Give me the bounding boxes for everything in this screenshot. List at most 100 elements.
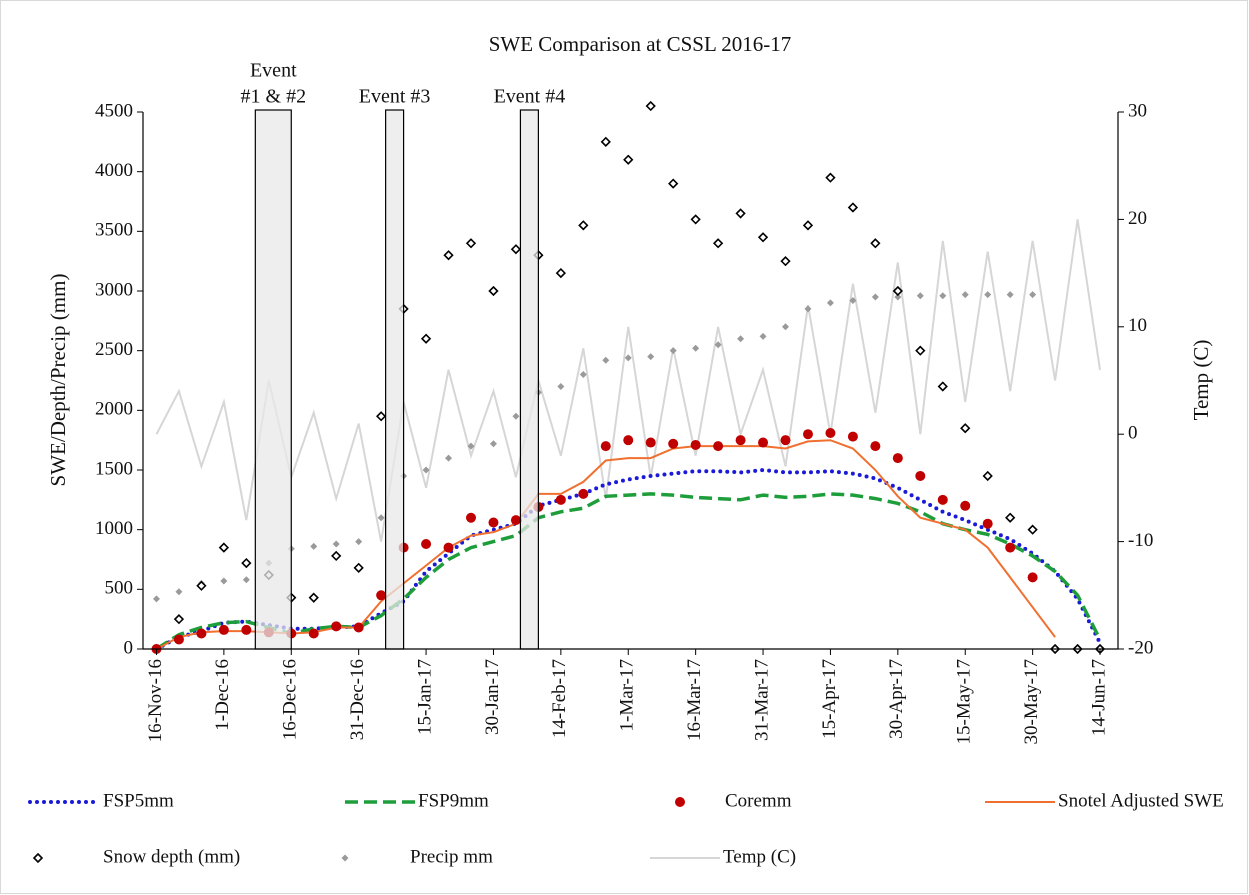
snow-depth-point [645, 100, 656, 112]
precip-point [445, 454, 453, 462]
x-tick-label: 15-Jan-17 [414, 659, 435, 735]
core-point [668, 438, 679, 449]
y-tick-label: 3000 [95, 279, 133, 300]
legend-label: Coremm [725, 790, 792, 811]
series-line [156, 439, 1056, 650]
x-tick-label: 31-Dec-16 [347, 659, 368, 740]
y-tick-label: 4000 [95, 160, 133, 181]
y-tick-label: 0 [124, 637, 134, 658]
snow-depth-point [892, 285, 903, 297]
y-tick-label: 2500 [95, 339, 133, 360]
snow-depth-point [196, 580, 207, 591]
core-point [675, 797, 685, 807]
core-point [915, 470, 926, 481]
snow-depth-point [510, 244, 522, 255]
core-point [735, 435, 746, 446]
precip-point [341, 854, 349, 862]
precip-point [624, 354, 632, 362]
precip-point [826, 299, 834, 307]
core-point [960, 500, 971, 511]
precip-point [512, 412, 520, 420]
precip-point [467, 442, 475, 450]
snow-depth-point [1005, 512, 1016, 523]
legend-label: FSP5mm [103, 790, 174, 811]
event-box [385, 109, 405, 650]
precip-point [804, 305, 812, 313]
precip-point [310, 542, 318, 550]
x-tick-label: 15-May-17 [954, 659, 975, 744]
precip-point [602, 356, 610, 364]
y-tick-label: 1000 [95, 518, 133, 539]
y-tick-label: 2000 [95, 399, 133, 420]
core-point [331, 621, 342, 632]
y2-tick-label: 30 [1128, 100, 1147, 121]
precip-point [669, 347, 677, 355]
snow-depth-point [668, 178, 679, 189]
legend-label: Temp (C) [723, 846, 796, 867]
y-tick-label: 500 [105, 578, 134, 599]
snow-depth-point [173, 614, 185, 625]
core-point [173, 634, 184, 645]
snow-depth-point [780, 256, 791, 267]
precip-point [692, 344, 700, 352]
y-tick-label: 1500 [95, 458, 133, 479]
x-tick-label: 31-Mar-17 [751, 659, 772, 741]
precip-point [939, 292, 947, 300]
snow-depth-point [982, 470, 993, 482]
precip-point [647, 353, 655, 361]
core-point [623, 435, 634, 446]
precip-point [984, 291, 992, 299]
precip-point [782, 323, 790, 331]
precip-point [579, 371, 587, 379]
snow-depth-point [735, 208, 746, 219]
legend-item: Coremm [675, 790, 792, 811]
precip-point [1029, 291, 1037, 299]
x-tick-label: 30-Apr-17 [886, 659, 907, 739]
core-point [825, 428, 836, 439]
y2-tick-label: 10 [1128, 315, 1147, 336]
precip-point [152, 595, 160, 603]
event-label: #1 & #2 [241, 86, 307, 108]
snow-depth-point [331, 550, 342, 562]
y2-tick-label: 20 [1128, 208, 1147, 229]
core-point [488, 517, 499, 528]
snow-depth-point [825, 172, 836, 183]
core-point [600, 441, 611, 452]
plot-area [151, 100, 1106, 655]
legend-item: FSP9mm [345, 790, 489, 811]
y-tick-label: 3500 [95, 220, 133, 241]
precip-point [422, 466, 430, 474]
precip-point [759, 332, 767, 340]
core-point [982, 518, 993, 529]
core-point [802, 429, 813, 440]
core-point [690, 439, 701, 450]
core-point [937, 494, 948, 505]
legend-label: Snotel Adjusted SWE [1058, 790, 1224, 811]
snow-depth-point [488, 285, 499, 297]
y2-axis-label: Temp (C) [1189, 340, 1213, 421]
core-point [196, 628, 207, 639]
precip-point [714, 341, 722, 349]
snow-depth-point [555, 267, 566, 279]
snow-depth-point [218, 542, 230, 553]
core-point [465, 512, 476, 523]
precip-point [871, 293, 879, 301]
core-point [218, 624, 229, 635]
x-tick-label: 30-Jan-17 [482, 659, 503, 735]
precip-point [489, 440, 497, 448]
precip-point [894, 293, 902, 301]
precip-point [355, 538, 363, 546]
legend-label: FSP9mm [418, 790, 489, 811]
event-label: Event #4 [494, 86, 566, 108]
snow-depth-point [712, 238, 724, 249]
core-point [758, 437, 769, 448]
core-point [308, 628, 319, 639]
snow-depth-point [960, 423, 971, 434]
event-label: Event #3 [359, 86, 431, 108]
snow-depth-point [802, 220, 814, 231]
legend-item: Temp (C) [650, 846, 796, 867]
snow-depth-point [1027, 524, 1038, 535]
legend-item: Snotel Adjusted SWE [985, 790, 1224, 811]
